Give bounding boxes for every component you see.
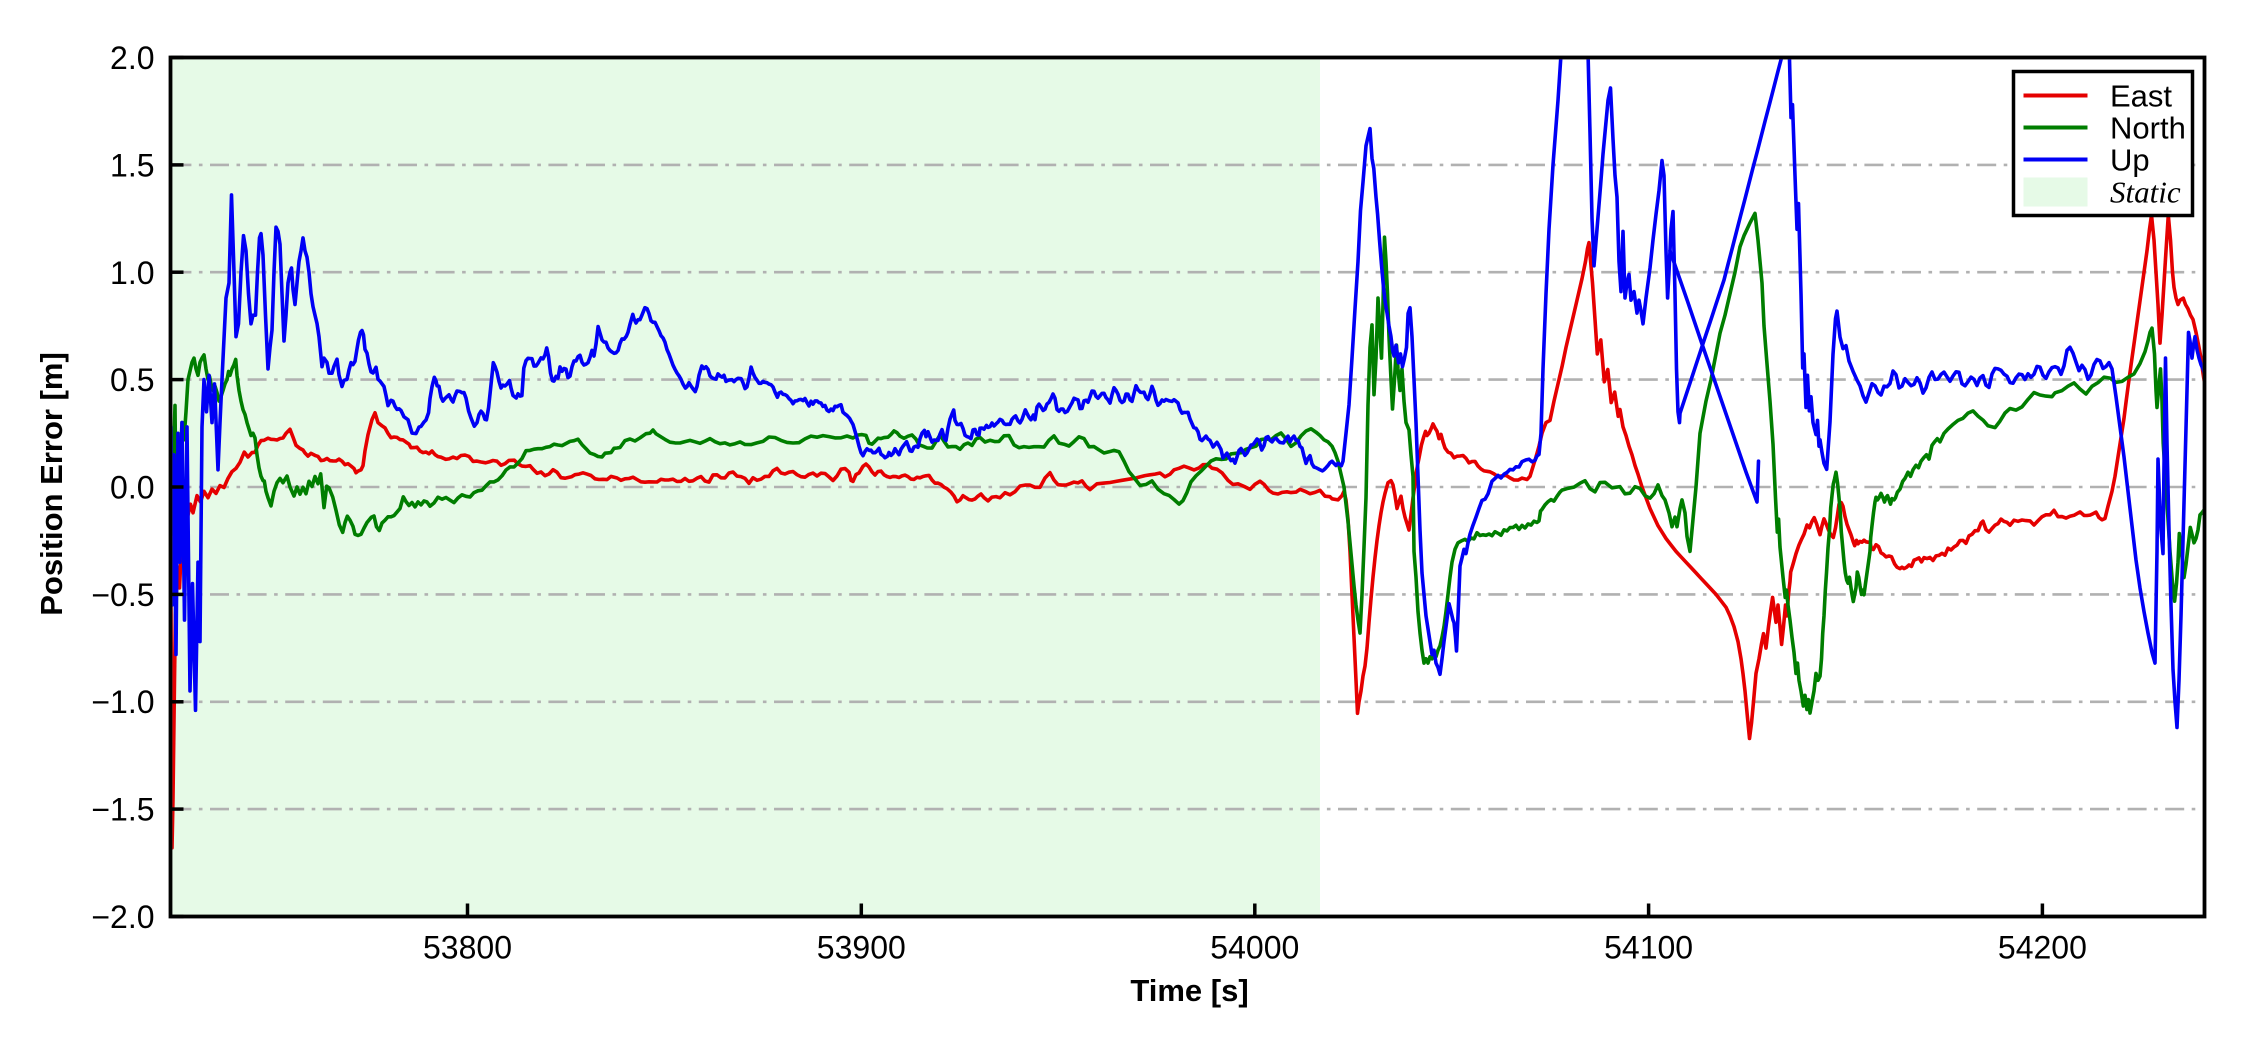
svg-text:Up: Up (2110, 143, 2150, 178)
svg-text:54000: 54000 (1210, 930, 1299, 966)
svg-text:−1.5: −1.5 (91, 792, 154, 828)
svg-text:East: East (2110, 79, 2172, 114)
svg-text:1.0: 1.0 (110, 255, 154, 291)
svg-text:53800: 53800 (423, 930, 512, 966)
svg-text:−2.0: −2.0 (91, 899, 154, 935)
svg-text:Position Error [m]: Position Error [m] (34, 352, 69, 616)
svg-text:1.5: 1.5 (110, 147, 154, 183)
svg-text:Static: Static (2110, 175, 2181, 210)
svg-text:2.0: 2.0 (110, 40, 154, 76)
svg-text:−1.0: −1.0 (91, 684, 154, 720)
svg-text:−0.5: −0.5 (91, 577, 154, 613)
svg-text:0.0: 0.0 (110, 470, 154, 506)
svg-text:54200: 54200 (1998, 930, 2087, 966)
svg-text:0.5: 0.5 (110, 362, 154, 398)
svg-text:North: North (2110, 111, 2186, 146)
svg-text:Time [s]: Time [s] (1130, 973, 1248, 1008)
svg-text:53900: 53900 (817, 930, 906, 966)
svg-text:54100: 54100 (1604, 930, 1693, 966)
